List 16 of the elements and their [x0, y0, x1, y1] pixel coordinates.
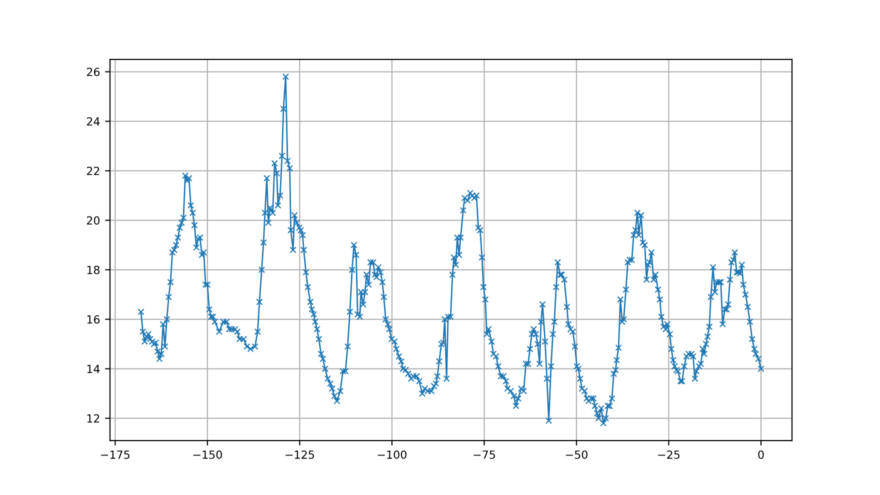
- y-tick-label: 18: [87, 266, 100, 274]
- y-tick-label: 24: [86, 117, 100, 126]
- y-tick-label: 26: [86, 68, 100, 76]
- x-tick-label: −25: [658, 450, 680, 459]
- y-tick-label: 12: [87, 414, 100, 422]
- y-tick-label: 22: [86, 166, 100, 175]
- x-tick-label: −150: [193, 450, 222, 459]
- x-tick-label: −175: [101, 450, 130, 459]
- y-tick-label: 16: [87, 315, 100, 324]
- x-tick-label: −50: [566, 450, 588, 459]
- x-tick-label: −100: [378, 450, 406, 459]
- y-tick-label: 14: [87, 364, 100, 373]
- x-tick-label: −125: [286, 450, 314, 459]
- x-tick-label: −75: [474, 450, 495, 459]
- y-tick-label: 20: [86, 216, 100, 225]
- x-tick-label: 0: [758, 450, 764, 459]
